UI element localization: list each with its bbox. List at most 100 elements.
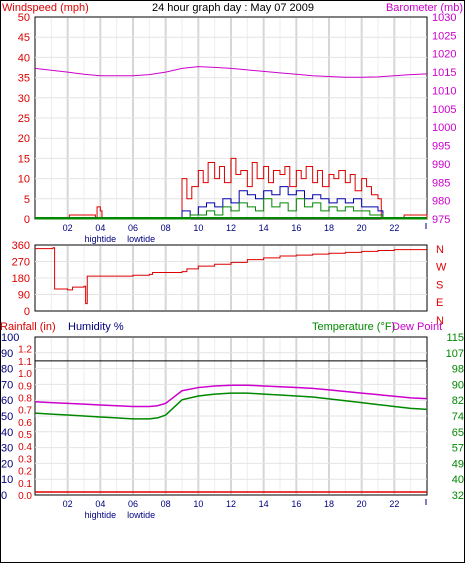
- speed-line: [35, 186, 427, 220]
- barometer-ytick-label: 1010: [432, 85, 456, 97]
- barometer-ytick-label: 985: [432, 177, 450, 189]
- direction-line: [35, 247, 427, 305]
- temp-xtick-label: 16: [291, 499, 301, 509]
- wind-xtick-label: 20: [357, 223, 367, 233]
- barometer-ytick-label: 1005: [432, 104, 456, 116]
- rain-ytick-label: 0.2: [18, 467, 32, 478]
- barometer-ytick-label: 990: [432, 159, 450, 171]
- rain-ytick-label: 0.6: [18, 418, 32, 429]
- wind-ytick-label: 20: [18, 133, 30, 145]
- wind-xtick-label: 12: [226, 223, 236, 233]
- wind-ytick-label: 50: [18, 12, 30, 24]
- barometer-ytick-label: 1000: [432, 122, 456, 134]
- humidity-ytick-label: 100: [1, 332, 19, 344]
- temp-ytick-label: 65: [452, 427, 464, 439]
- barometer-line: [34, 66, 428, 78]
- rain-ytick-label: 1.2: [18, 345, 32, 356]
- temp-xtick-label: 08: [161, 499, 171, 509]
- barometer-ytick-label: 995: [432, 141, 450, 153]
- wind-tide-label: hightide: [85, 234, 117, 244]
- rain-ytick-label: 0.9: [18, 381, 32, 392]
- temp-tide-label: hightide: [85, 510, 117, 520]
- wind-xtick-label: 08: [161, 223, 171, 233]
- barometer-axis-title: Barometer (mb): [386, 2, 463, 14]
- wind-ytick-label: 40: [18, 52, 30, 64]
- direction-ytick-label: 180: [12, 273, 30, 285]
- wind-ytick-label: 5: [24, 194, 30, 206]
- humidity-ytick-label: 30: [1, 443, 13, 455]
- temp-xtick-label: 14: [259, 499, 269, 509]
- temp-xtick-label: 12: [226, 499, 236, 509]
- wind-xtick-label: 14: [259, 223, 269, 233]
- humidity-ytick-label: 50: [1, 411, 13, 423]
- rain-ytick-label: 0.3: [18, 454, 32, 465]
- wind-ytick-label: 30: [18, 93, 30, 105]
- temp-ytick-label: 82: [452, 395, 464, 407]
- temp-ytick-label: 32: [452, 490, 464, 502]
- compass-label: N: [436, 315, 444, 327]
- temperature-axis-title: Temperature (°F): [312, 321, 395, 333]
- humidity-ytick-label: 0: [1, 490, 7, 502]
- humidity-ytick-label: 40: [1, 427, 13, 439]
- gust-line: [35, 157, 428, 220]
- direction-ytick-label: 0: [24, 306, 30, 318]
- rain-ytick-label: 1.1: [18, 357, 32, 368]
- wind-xtick-label: 10: [193, 223, 203, 233]
- humidity-ytick-label: 10: [1, 474, 13, 486]
- humidity-ytick-label: 90: [1, 348, 13, 360]
- temp-ytick-label: 90: [452, 379, 464, 391]
- humidity-ytick-label: 80: [1, 364, 13, 376]
- wind-ytick-label: 25: [18, 113, 30, 125]
- humidity-ytick-label: 60: [1, 395, 13, 407]
- barometer-ytick-label: 980: [432, 196, 450, 208]
- wind-ytick-label: 0: [24, 214, 30, 226]
- temp-ytick-label: 49: [452, 458, 464, 470]
- wind-axis-title: Windspeed (mph): [2, 2, 89, 14]
- barometer-ytick-label: 1025: [432, 30, 456, 42]
- wind-xtick-label: 04: [95, 223, 105, 233]
- wind-tide-label: lowtide: [127, 234, 155, 244]
- avg-line: [35, 198, 427, 220]
- wind-xtick-label: 06: [128, 223, 138, 233]
- temp-ytick-label: 57: [452, 443, 464, 455]
- compass-label: E: [436, 297, 443, 309]
- humidity-line: [34, 384, 428, 408]
- direction-ytick-label: 90: [18, 290, 30, 302]
- temperature-line: [34, 392, 428, 420]
- compass-label: N: [436, 244, 444, 256]
- temp-ytick-label: 115: [446, 332, 464, 344]
- temp-ytick-label: 40: [452, 474, 464, 486]
- wind-ytick-label: 15: [18, 153, 30, 165]
- wind-xtick-label: 16: [291, 223, 301, 233]
- humidity-ytick-label: 70: [1, 379, 13, 391]
- rain-ytick-label: 0.0: [18, 491, 32, 502]
- temp-xtick-label: 22: [389, 499, 399, 509]
- compass-label: W: [436, 262, 447, 274]
- wind-ytick-label: 10: [18, 174, 30, 186]
- temp-xtick-label: 18: [324, 499, 334, 509]
- temp-tide-label: lowtide: [127, 510, 155, 520]
- compass-label: S: [436, 279, 443, 291]
- wind-ytick-label: 45: [18, 32, 30, 44]
- rain-ytick-label: 0.4: [18, 442, 32, 453]
- wind-xtick-label: 02: [63, 223, 73, 233]
- humidity-axis-title: Humidity %: [68, 321, 124, 333]
- barometer-ytick-label: 1015: [432, 67, 456, 79]
- rainfall-axis-title: Rainfall (in): [0, 321, 56, 333]
- wind-xtick-label: 22: [389, 223, 399, 233]
- rain-ytick-label: 0.1: [18, 479, 32, 490]
- chart-title: 24 hour graph day : May 07 2009: [152, 2, 314, 14]
- temp-ytick-label: 98: [452, 364, 464, 376]
- barometer-ytick-label: 1030: [432, 12, 456, 24]
- barometer-ytick-label: 975: [432, 214, 450, 226]
- temp-ytick-label: 74: [452, 411, 464, 423]
- temp-xtick-label: 20: [357, 499, 367, 509]
- humidity-ytick-label: 20: [1, 458, 13, 470]
- rain-ytick-label: 0.5: [18, 430, 32, 441]
- wind-ytick-label: 35: [18, 73, 30, 85]
- rain-ytick-label: 0.7: [18, 406, 32, 417]
- temp-ytick-label: 107: [446, 348, 464, 360]
- rain-ytick-label: 1.0: [18, 369, 32, 380]
